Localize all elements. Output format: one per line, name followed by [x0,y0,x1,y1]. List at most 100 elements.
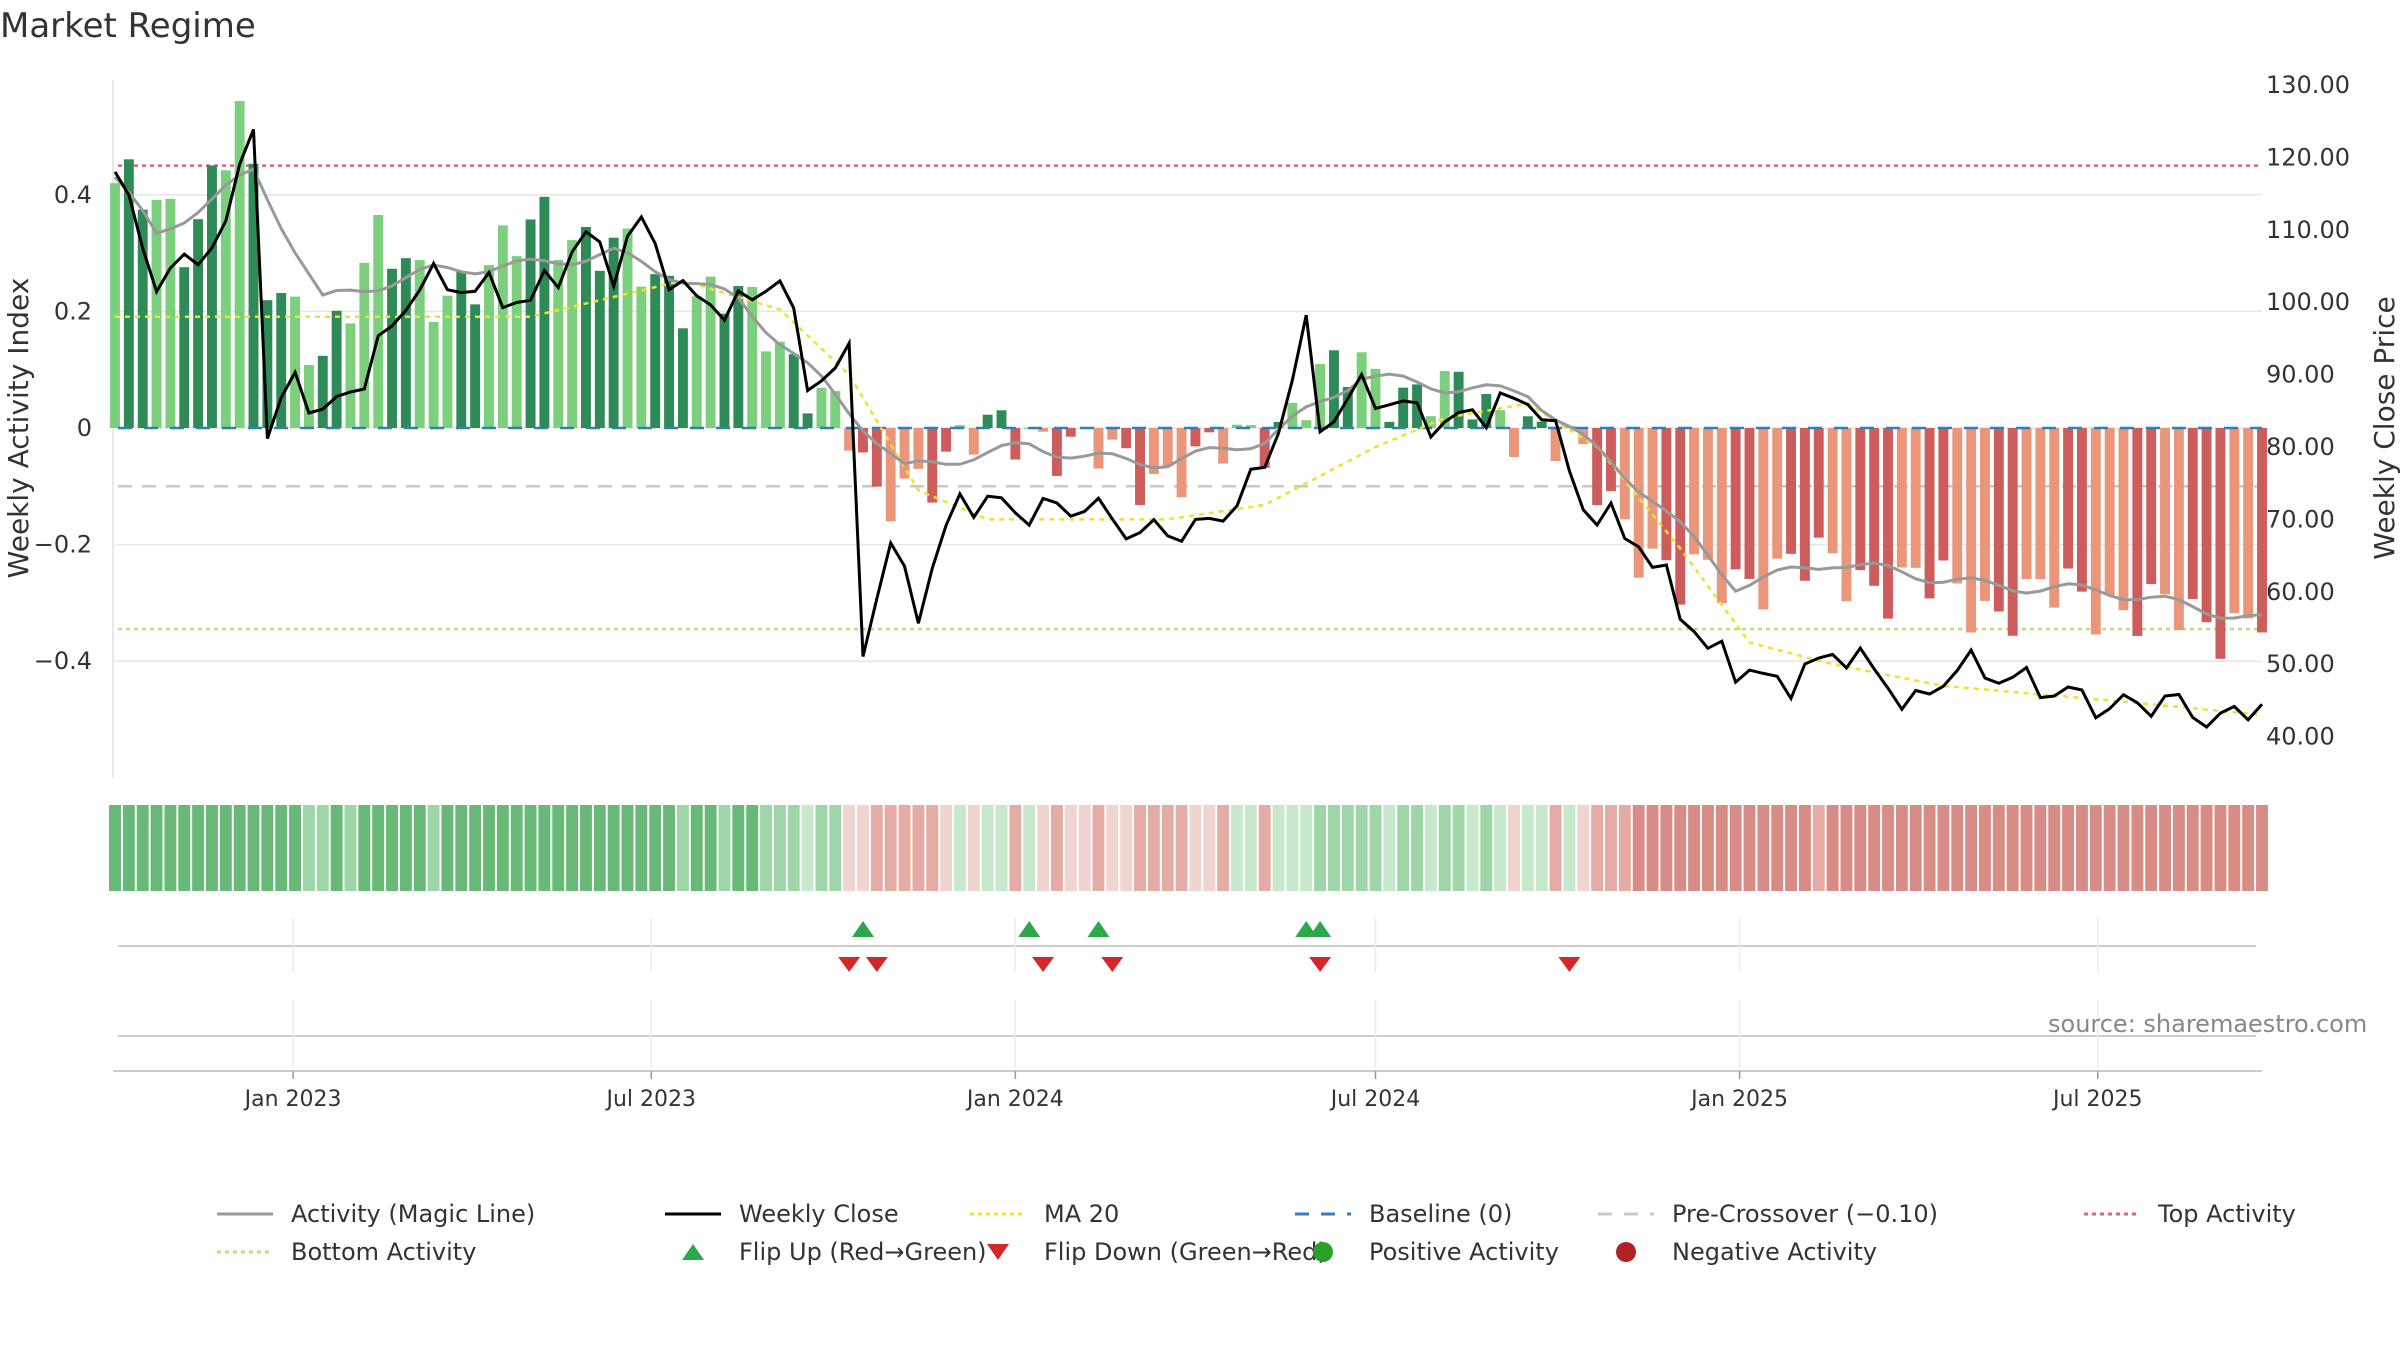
activity-bar [1702,428,1713,560]
legend-item: Flip Up (Red→Green) [663,1238,987,1266]
regime-ribbon-cell [1688,805,1701,891]
activity-bar [1730,428,1741,570]
regime-ribbon-cell [1009,805,1022,891]
activity-bar [2049,428,2060,608]
activity-bar [442,295,453,428]
activity-bar [1896,428,1907,568]
regime-ribbon-cell [621,805,634,891]
regime-ribbon-cell [967,805,980,891]
regime-ribbon-cell [1868,805,1881,891]
left-tick-label: 0.2 [54,297,92,325]
activity-bar [954,425,965,428]
regime-ribbon-cell [1577,805,1590,891]
regime-ribbon-cell [372,805,385,891]
regime-ribbon-cell [1355,805,1368,891]
activity-bar [248,163,259,428]
regime-ribbon-cell [1272,805,1285,891]
regime-ribbon-cell [524,805,537,891]
regime-ribbon-cell [219,805,232,891]
regime-ribbon-cell [1452,805,1465,891]
regime-ribbon-cell [483,805,495,891]
regime-ribbon-cell [1563,805,1576,891]
regime-ribbon-cell [538,805,551,891]
regime-ribbon-cell [995,805,1008,891]
legend-label: Pre-Crossover (−0.10) [1672,1200,1939,1228]
regime-ribbon-cell [912,805,925,891]
flip-down-marker [865,957,888,972]
regime-ribbon-cell [510,805,523,891]
activity-bar [2007,428,2018,636]
activity-bar [1107,428,1118,440]
activity-bar [2160,428,2170,595]
regime-ribbon-cell [109,805,121,891]
regime-ribbon-cell [2020,805,2033,891]
activity-bar [497,225,508,428]
regime-ribbon-cell [2131,805,2144,891]
regime-ribbon-cell [1147,805,1160,891]
regime-ribbon-cell [1106,805,1119,891]
legend-label: Flip Up (Red→Green) [739,1238,987,1266]
activity-bar [1245,425,1256,428]
activity-bar [1855,428,1866,571]
activity-bar [1439,371,1450,428]
regime-ribbon-cell [1895,805,1908,891]
activity-bar [1038,428,1049,432]
regime-ribbon-cell [289,805,302,891]
regime-ribbon-cell [2103,805,2116,891]
regime-ribbon-cell [1369,805,1382,891]
regime-ribbon-cell [1424,805,1437,891]
legend-item: Flip Down (Green→Red) [968,1238,1327,1266]
regime-ribbon-cell [358,805,371,891]
activity-bar [2173,428,2184,631]
regime-ribbon-cell [1286,805,1299,891]
activity-bar [1370,368,1381,428]
flip-up-marker [1018,921,1041,937]
activity-bar [1675,428,1686,605]
date-tick-label: Jul 2025 [2051,1087,2143,1112]
regime-ribbon-cell [940,805,953,891]
activity-bar [2035,428,2046,580]
activity-bar [1453,371,1464,428]
regime-ribbon-cell [1314,805,1327,891]
activity-bar [941,428,952,452]
regime-ribbon-cell [302,805,315,891]
regime-ribbon-cell [164,805,177,891]
regime-ribbon-cell [787,805,800,891]
left-tick-label: 0 [77,414,92,442]
regime-ribbon-cell [1840,805,1853,891]
regime-ribbon-cell [593,805,606,891]
activity-bar [290,296,301,428]
flip-down-marker [1101,957,1124,972]
activity-bar [359,262,370,428]
regime-ribbon-cell [2062,805,2075,891]
regime-ribbon-cell [1175,805,1188,891]
activity-bar [2187,428,2198,599]
legend-item: MA 20 [968,1200,1119,1228]
flip-down-marker [838,957,861,972]
regime-ribbon-cell [607,805,620,891]
activity-bar [774,341,785,428]
activity-bar [802,413,813,428]
activity-bar [220,170,231,428]
activity-bar [2201,428,2212,623]
activity-bar [137,209,148,428]
activity-bar [1924,428,1935,599]
activity-bar [1315,363,1326,428]
regime-ribbon-cell [2089,805,2102,891]
right-tick-label: 50.00 [2266,650,2335,678]
activity-bar [858,428,868,453]
activity-bar [456,271,467,428]
activity-bar [622,228,633,428]
legend-item: Positive Activity [1293,1238,1559,1266]
regime-ribbon-cell [981,805,994,891]
regime-ribbon-cell [2186,805,2199,891]
regime-ribbon-cell [773,805,786,891]
activity-bar [1356,352,1367,428]
activity-bar [276,293,287,428]
activity-bar [691,296,702,428]
regime-ribbon-cell [192,805,205,891]
regime-ribbon-cell [1397,805,1410,891]
activity-bar [1606,428,1616,492]
regime-ribbon-cell [2214,805,2227,891]
activity-bar [1273,421,1284,428]
